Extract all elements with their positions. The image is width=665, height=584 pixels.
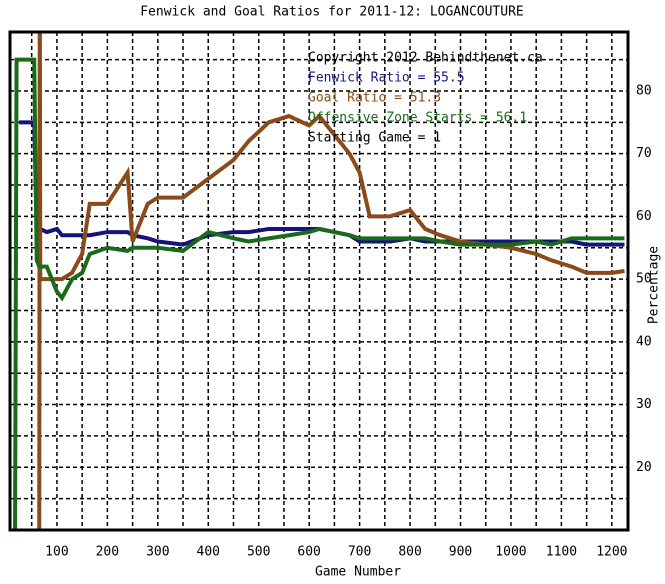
- x-tick-label: 800: [398, 545, 421, 560]
- y-tick-label: 50: [636, 272, 652, 287]
- chart-title: Fenwick and Goal Ratios for 2011-12: LOG…: [140, 5, 524, 20]
- x-tick-label: 100: [45, 545, 68, 560]
- y-tick-label: 30: [636, 397, 652, 412]
- plot-lines: [13, 32, 625, 530]
- y-tick-label: 60: [636, 209, 652, 224]
- legend-entry: Fenwick Ratio = 55.5: [308, 71, 465, 86]
- y-tick-label: 80: [636, 83, 652, 98]
- y-tick-label: 70: [636, 146, 652, 161]
- x-tick-label: 1000: [495, 545, 526, 560]
- series-line: [37, 32, 625, 530]
- x-axis-label: Game Number: [315, 565, 401, 580]
- x-tick-label: 200: [96, 545, 119, 560]
- series-line: [13, 57, 625, 530]
- legend-entry: Goal Ratio = 51.3: [308, 91, 441, 106]
- legend-entry: Offensive Zone Starts = 56.1: [308, 111, 527, 126]
- x-tick-label: 1100: [546, 545, 577, 560]
- x-tick-label: 900: [449, 545, 472, 560]
- x-tick-label: 700: [348, 545, 371, 560]
- x-tick-label: 400: [197, 545, 220, 560]
- x-tick-label: 600: [297, 545, 320, 560]
- annotation: Copyright 2012 Behindthenet.ca: [308, 51, 543, 66]
- y-axis-label: Percentage: [647, 246, 662, 324]
- x-tick-label: 1200: [596, 545, 627, 560]
- y-tick-label: 20: [636, 460, 652, 475]
- x-tick-label: 300: [146, 545, 169, 560]
- series-line: [19, 120, 625, 247]
- y-tick-label: 40: [636, 334, 652, 349]
- plot-frame: [8, 30, 630, 532]
- x-tick-label: 500: [247, 545, 270, 560]
- annotation: Starting Game = 1: [308, 131, 441, 146]
